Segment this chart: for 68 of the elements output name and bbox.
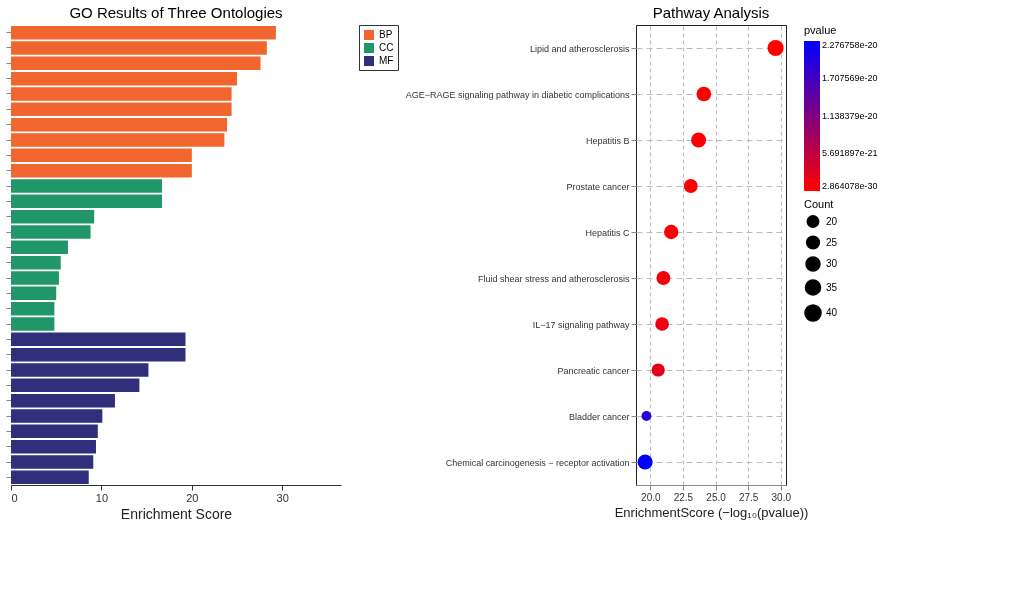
bar: [11, 255, 61, 270]
x-tick-label: 22.5: [673, 491, 694, 503]
y-tick-label: Prostate cancer: [566, 181, 630, 192]
y-tick-label: Lipid and atherosclerosis: [529, 43, 630, 54]
bar: [11, 363, 149, 377]
x-tick-label: 0: [11, 491, 18, 504]
legend-label: BP: [379, 29, 393, 40]
y-tick-label: Hepatitis C: [585, 227, 630, 238]
bar: [11, 117, 228, 132]
bar: [11, 148, 192, 163]
chart-title: GO Results of Three Ontologies: [69, 3, 283, 21]
bar: [11, 240, 68, 255]
y-tick-label: AGE−RAGE signaling pathway in diabetic complications: [405, 89, 630, 100]
bar: [11, 71, 238, 86]
bar: [11, 179, 162, 193]
x-tick-label: 25.0: [706, 491, 727, 503]
bar: [11, 424, 98, 439]
x-tick-label: 30.0: [771, 491, 792, 503]
x-tick-label: 10: [95, 491, 109, 504]
bar: [11, 271, 59, 285]
bar: [11, 194, 162, 209]
y-tick-label: Fluid shear stress and atherosclerosis: [477, 273, 630, 284]
color-bar-label: 1.138379e-20: [822, 111, 878, 121]
bar: [11, 393, 115, 408]
bar: [11, 225, 91, 239]
color-bar-label: 2.864078e-30: [822, 181, 878, 191]
x-axis-title: Enrichment Score: [120, 505, 233, 522]
x-tick-label: 27.5: [738, 491, 759, 503]
bar: [11, 332, 186, 347]
legend-label: 20: [826, 215, 838, 227]
legend-label: 30: [826, 258, 838, 269]
bar: [11, 347, 186, 362]
legend-label: MF: [379, 55, 394, 66]
bar: [11, 163, 192, 178]
x-tick-label: 20.0: [641, 491, 662, 503]
bar: [11, 301, 55, 316]
bar: [11, 409, 103, 423]
legend-label: 25: [826, 236, 838, 248]
bar: [11, 102, 232, 117]
bar: [11, 56, 261, 71]
bar: [11, 87, 232, 101]
y-tick-label: IL−17 signaling pathway: [532, 319, 630, 330]
bar: [11, 286, 57, 301]
color-bar-label: 1.707569e-20: [822, 73, 878, 84]
x-tick-label: 20: [186, 491, 199, 504]
legend-title: Count: [804, 198, 834, 210]
chart-title: Pathway Analysis: [652, 4, 770, 21]
bar: [11, 25, 276, 40]
legend-label: CC: [379, 42, 394, 53]
color-bar-title: pvalue: [804, 24, 837, 36]
bar: [11, 470, 89, 485]
legend-label: 40: [826, 307, 838, 318]
bar: [11, 317, 55, 331]
y-tick-label: Hepatitis B: [585, 135, 630, 146]
x-axis-title: EnrichmentScore (−log₁₀(pvalue)): [614, 504, 809, 520]
legend-label: 35: [826, 281, 838, 293]
y-tick-label: Pancreatic cancer: [557, 365, 630, 376]
y-tick-label: Bladder cancer: [568, 411, 630, 422]
bar: [11, 455, 94, 469]
bar: [11, 133, 225, 147]
bar: [11, 209, 95, 224]
color-bar-label: 5.691897e-21: [822, 148, 878, 159]
x-tick-label: 30: [276, 491, 289, 504]
bar: [11, 378, 140, 393]
y-tick-label: Chemical carcinogenesis − receptor activation: [445, 457, 630, 468]
bar: [11, 439, 96, 454]
color-bar-label: 2.276758e-20: [822, 40, 878, 50]
bar: [11, 41, 267, 55]
